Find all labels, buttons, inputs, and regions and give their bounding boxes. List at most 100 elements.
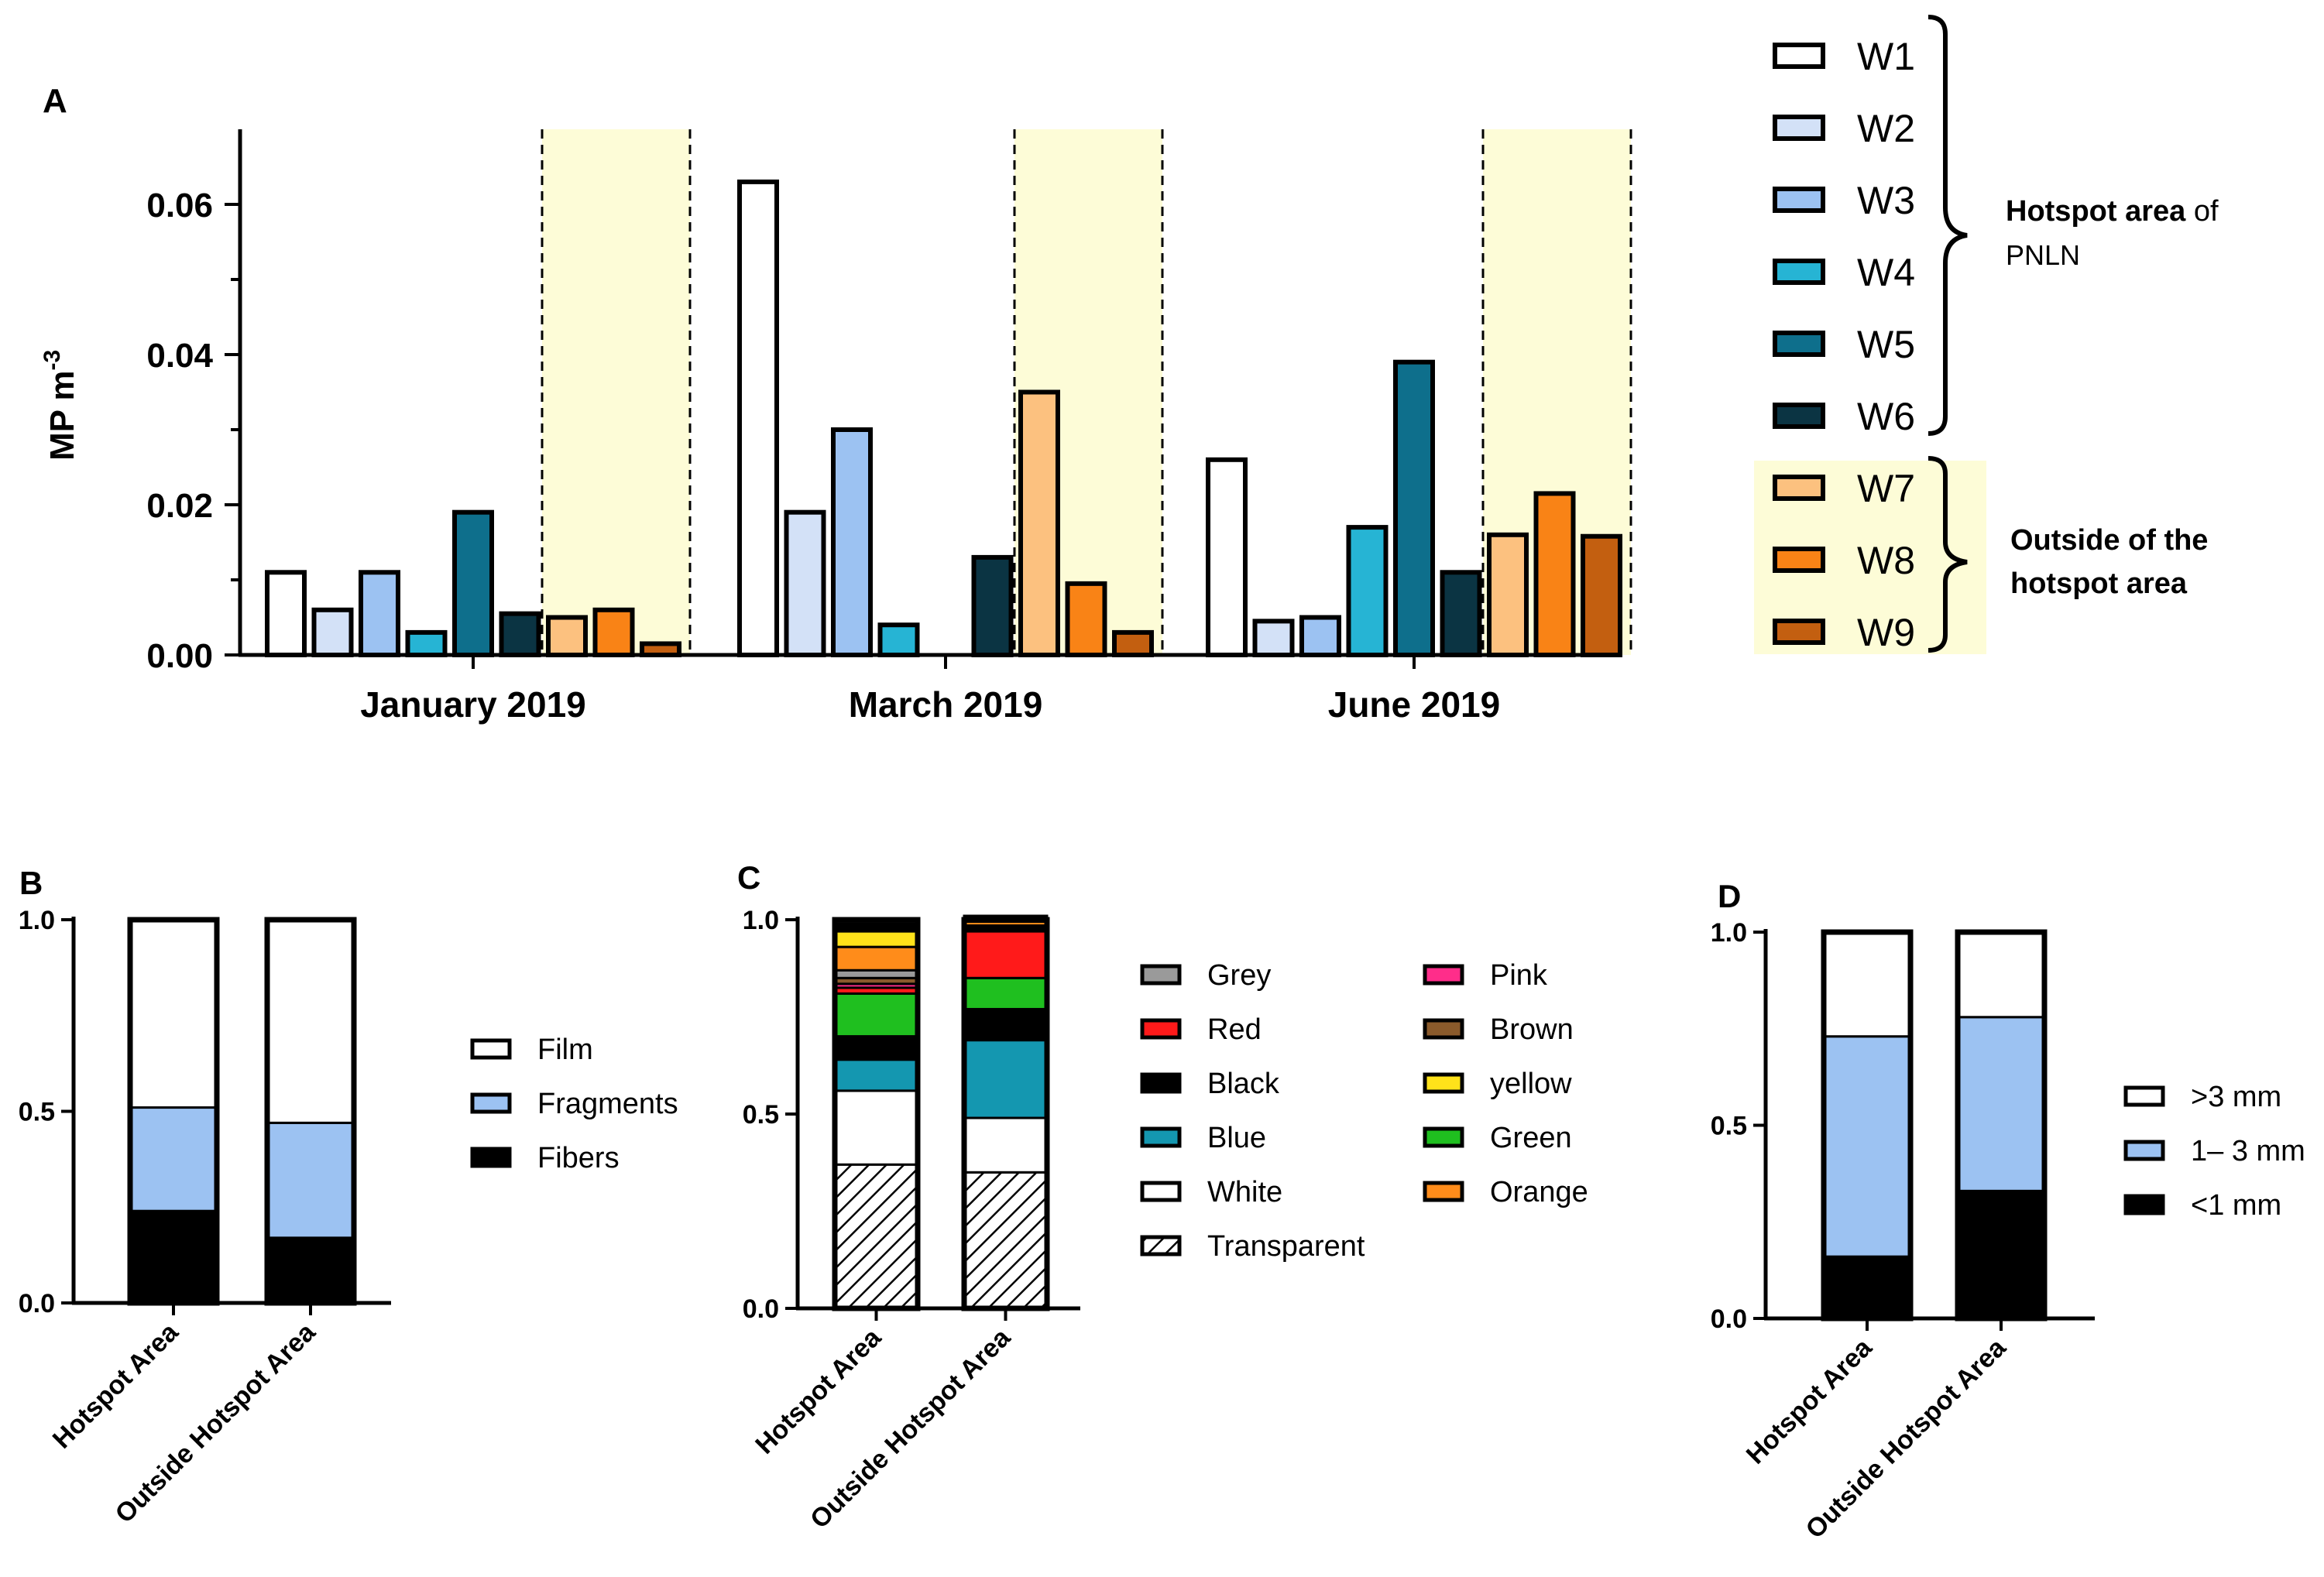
panel-a-ylabel: MP m-3 — [39, 350, 81, 461]
bar-w5-june-2019 — [1393, 359, 1435, 657]
bar-w7-january-2019 — [546, 615, 588, 657]
x-label-june-2019: June 2019 — [1328, 684, 1500, 725]
legend-swatch-fibers — [470, 1147, 512, 1168]
legend-label-1-3-mm: 1– 3 mm — [2191, 1135, 2305, 1167]
y-tick-label-0: 0.00 — [146, 637, 213, 675]
bar-w2-january-2019 — [311, 607, 354, 657]
legend-label-fragments: Fragments — [537, 1088, 678, 1120]
bar-w1-june-2019 — [1206, 457, 1248, 657]
segment-white-outside-hotspot-area — [963, 1116, 1049, 1174]
legend-swatch-black — [1140, 1072, 1182, 1094]
segment-black-outside-hotspot-area — [963, 1007, 1049, 1042]
legend-label-brown: Brown — [1490, 1013, 1574, 1046]
legend-swatch-w3 — [1773, 187, 1825, 213]
bar-w9-june-2019 — [1581, 533, 1622, 657]
legend-label-w1: W1 — [1857, 35, 1915, 78]
legend-swatch-film — [470, 1038, 512, 1060]
legend-swatch-blue — [1140, 1126, 1182, 1148]
y-tick-label-2: 0.04 — [146, 337, 213, 375]
legend-label-w8: W8 — [1857, 539, 1915, 582]
legend-swatch-w8 — [1773, 547, 1825, 573]
segment-blue-hotspot-area — [833, 1058, 919, 1092]
legend-label-w4: W4 — [1857, 251, 1915, 294]
legend-swatch-green — [1423, 1126, 1464, 1148]
legend-label-blue: Blue — [1207, 1122, 1266, 1154]
x-label-january-2019: January 2019 — [360, 684, 586, 725]
legend-label-w2: W2 — [1857, 107, 1915, 150]
legend-label-green: Green — [1490, 1122, 1572, 1154]
segment-film-hotspot-area — [129, 918, 218, 1109]
y-tick-label-3: 0.06 — [146, 187, 213, 225]
bar-w8-march-2019 — [1065, 581, 1107, 657]
legend-swatch-grey — [1140, 964, 1182, 986]
legend-swatch-orange — [1423, 1181, 1464, 1202]
legend-swatch-w9 — [1773, 619, 1825, 645]
x-label-hotspot-area: Hotspot Area — [750, 1322, 887, 1460]
segment-fibers-hotspot-area — [129, 1209, 218, 1304]
y-tick-label-2: 1.0 — [743, 906, 779, 935]
segment-black-top-hotspot-area — [833, 922, 919, 933]
segment-black-hotspot-area — [833, 1035, 919, 1061]
legend-label-w7: W7 — [1857, 467, 1915, 510]
segment-green-outside-hotspot-area — [963, 976, 1049, 1010]
group-label-outside: Outside of the — [2010, 524, 2208, 557]
segment-1-mm-outside-hotspot-area — [1956, 1189, 2046, 1320]
segment-3-mm-outside-hotspot-area — [1956, 931, 2046, 1019]
segment-fragments-outside-hotspot-area — [266, 1121, 355, 1239]
y-tick-label-1: 0.02 — [146, 487, 213, 525]
bar-w7-march-2019 — [1018, 389, 1060, 657]
legend-label-w6: W6 — [1857, 395, 1915, 438]
legend-label-w5: W5 — [1857, 323, 1915, 366]
bar-w2-june-2019 — [1252, 619, 1295, 657]
segment-fibers-outside-hotspot-area — [266, 1236, 355, 1304]
segment-transparent-outside-hotspot-area — [963, 1171, 1049, 1310]
bar-w3-march-2019 — [831, 427, 873, 657]
legend-label-red: Red — [1207, 1013, 1262, 1046]
bar-w5-january-2019 — [452, 509, 494, 658]
segment-1-3-mm-outside-hotspot-area — [1956, 1016, 2046, 1192]
x-label-march-2019: March 2019 — [849, 684, 1043, 725]
group-label-hotspot: Hotspot area of — [2006, 195, 2219, 228]
segment-1-mm-hotspot-area — [1822, 1255, 1912, 1320]
legend-label-white: White — [1207, 1176, 1282, 1208]
group-label-hotspot-line2: PNLN — [2006, 239, 2080, 271]
legend-label-orange: Orange — [1490, 1176, 1588, 1208]
y-tick-label-2: 1.0 — [1711, 918, 1747, 948]
y-tick-label-0: 0.0 — [1711, 1304, 1747, 1334]
legend-label-fibers: Fibers — [537, 1142, 620, 1174]
panel-a-bars — [265, 179, 1622, 658]
bar-w1-march-2019 — [737, 179, 779, 657]
legend-label-w3: W3 — [1857, 179, 1915, 222]
y-tick-label-1: 0.5 — [1711, 1112, 1747, 1141]
legend-swatch-1-3-mm — [2123, 1140, 2165, 1161]
legend-swatch-w5 — [1773, 331, 1825, 357]
segment-yellow-hotspot-area — [833, 930, 919, 948]
legend-swatch-w6 — [1773, 403, 1825, 429]
bar-w6-march-2019 — [971, 554, 1014, 658]
legend-swatch-w7 — [1773, 475, 1825, 501]
segment-1-3-mm-hotspot-area — [1822, 1035, 1912, 1258]
legend-swatch-w2 — [1773, 115, 1825, 141]
y-tick-label-0: 0.0 — [19, 1289, 55, 1318]
bar-w6-june-2019 — [1440, 570, 1482, 657]
legend-swatch-w4 — [1773, 259, 1825, 285]
bar-w3-january-2019 — [359, 570, 400, 657]
segment-blue-outside-hotspot-area — [963, 1039, 1049, 1119]
legend-swatch-transparent — [1140, 1235, 1182, 1256]
panel-d-letter: D — [1718, 878, 1741, 914]
bar-w1-january-2019 — [265, 570, 307, 657]
segment-white-hotspot-area — [833, 1089, 919, 1166]
segment-3-mm-hotspot-area — [1822, 931, 1912, 1038]
panel-a-y-ticks: 0.00 0.02 0.04 0.06 — [146, 187, 240, 675]
bar-w4-march-2019 — [877, 622, 920, 658]
bar-w8-june-2019 — [1533, 491, 1576, 658]
y-tick-label-2: 1.0 — [19, 906, 55, 935]
panel-a: A MP m-3 0.00 0.02 0.04 0.06 January 2019 Ma… — [39, 15, 2219, 725]
bar-w4-january-2019 — [405, 629, 448, 658]
legend-label-w9: W9 — [1857, 611, 1915, 654]
legend-swatch-white — [1140, 1181, 1182, 1202]
